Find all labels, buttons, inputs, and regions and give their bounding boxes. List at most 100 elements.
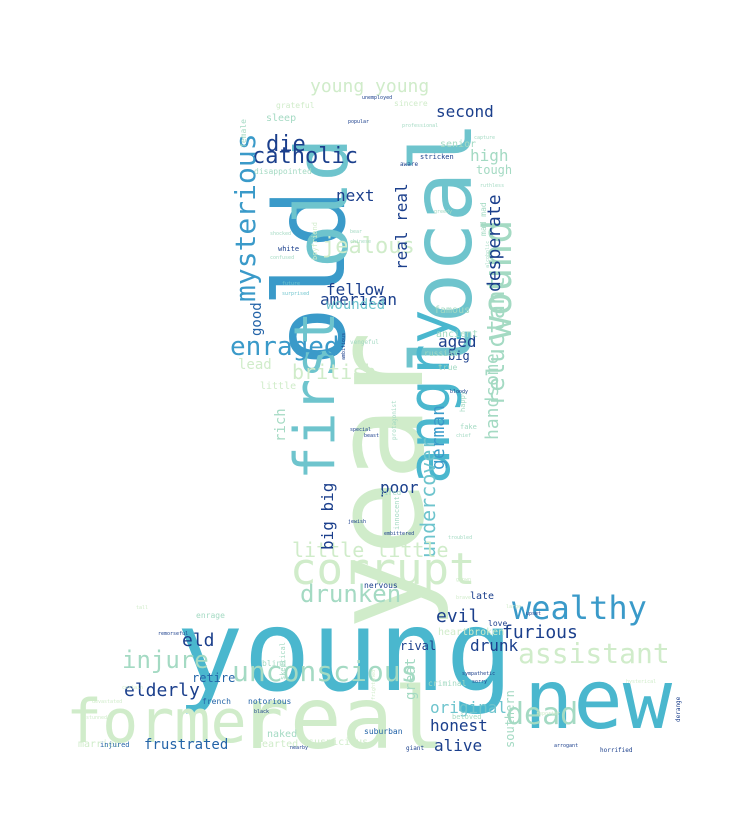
word-catholic-16: catholic xyxy=(252,144,358,169)
word-alive-45: alive xyxy=(434,736,483,755)
word-skeptical-97: skeptical xyxy=(279,642,287,680)
word-french-77: french xyxy=(202,697,231,706)
word-young-0: young xyxy=(176,587,514,717)
word-corrupt-10: corrupt xyxy=(290,544,476,595)
word-popular-100: popular xyxy=(348,119,370,125)
word-hearted-66: hearted xyxy=(256,739,299,750)
word-handsome-27: handsome xyxy=(482,353,503,440)
word-unemployed-99: unemployed xyxy=(362,95,393,101)
word-shocked-105: shocked xyxy=(270,231,292,237)
word-aged-38: aged xyxy=(438,332,477,351)
word-enraged-18: enraged xyxy=(230,332,340,362)
word-brave-135: brave xyxy=(456,595,472,601)
word-big-58: big xyxy=(448,349,470,363)
word-married-68: married xyxy=(78,739,121,750)
word-bloody-113: bloody xyxy=(450,389,469,395)
word-former-7: former xyxy=(66,687,283,757)
word-drunk-46: drunk xyxy=(470,636,519,655)
word-nervous-82: nervous xyxy=(364,581,398,590)
word-honest-44: honest xyxy=(430,716,488,735)
word-sleep-55: sleep xyxy=(266,113,297,124)
word-large-137: large xyxy=(506,604,522,610)
word-aware-95: aware xyxy=(400,161,419,168)
word-heartbroken-67: heartbroken xyxy=(438,627,505,638)
word-russian-83: russian xyxy=(424,349,458,358)
word-late-60: late xyxy=(470,591,495,602)
word-ruthless-103: ruthless xyxy=(480,183,505,189)
word-wounded-49: wounded xyxy=(326,297,386,313)
word-certain-130: certain xyxy=(122,685,144,691)
word-original-43: original xyxy=(430,698,508,717)
word-great-61: great xyxy=(403,657,419,700)
word-devastated-121: devastated xyxy=(92,699,123,705)
word-frustrated-47: frustrated xyxy=(144,737,229,753)
word-little-69: little xyxy=(260,381,297,392)
word-arrogant-125: arrogant xyxy=(554,743,579,749)
word-stricken-94: stricken xyxy=(420,153,454,161)
word-alcoholic-111: alcoholic xyxy=(485,240,491,268)
word-giant-98: giant xyxy=(406,745,425,752)
word-southern-56: southern xyxy=(503,690,517,748)
word-assistant-15: assistant xyxy=(518,637,670,670)
word-criminal-79: criminal xyxy=(428,679,467,688)
word-beast-115: beast xyxy=(364,433,380,439)
word-chinese-110: chinese xyxy=(350,239,372,245)
word-beloved-88: beloved xyxy=(452,713,482,721)
word-frightened-131: frightened xyxy=(371,669,377,700)
word-derange-127: derange xyxy=(675,696,682,722)
word-notorious-76: notorious xyxy=(248,697,292,706)
word-jewish-117: jewish xyxy=(348,519,367,525)
word-hysterical-133: hysterical xyxy=(626,679,657,685)
word-upset-128: upset xyxy=(526,611,542,617)
word-new-4: new xyxy=(524,653,673,748)
word-suburban-80: suburban xyxy=(364,727,403,736)
word-injure-20: injure xyxy=(122,646,209,674)
word-true-85: true xyxy=(438,363,458,372)
word-special-114: special xyxy=(350,427,372,433)
word-professional-101: professional xyxy=(402,123,439,129)
word-rival-62: rival xyxy=(400,639,437,653)
word-horrified-126: horrified xyxy=(600,747,633,754)
word-good-50: good xyxy=(249,302,265,336)
word-american-37: american xyxy=(320,290,398,309)
word-next-40: next xyxy=(336,186,375,205)
word-real-5: real xyxy=(238,669,446,769)
word-ancient-59: ancient xyxy=(436,329,479,340)
word-female-70: female xyxy=(239,119,248,148)
word-troubled-119: troubled xyxy=(448,535,473,541)
word-young-young-31: young young xyxy=(310,76,430,97)
word-stunned-122: stunned xyxy=(86,715,108,721)
word-tired-91: tired xyxy=(380,489,402,497)
word-embittered-118: embittered xyxy=(384,531,415,537)
word-sympathetic-123: sympathetic xyxy=(462,671,496,677)
word-grateful-74: grateful xyxy=(276,101,315,110)
word-surprised-108: surprised xyxy=(282,291,310,297)
word-chief-116: chief xyxy=(456,433,472,439)
word-retire-63: retire xyxy=(192,671,236,685)
word-drunken-19: drunken xyxy=(300,580,402,608)
word-mysterious-17: mysterious xyxy=(229,133,262,302)
word-jealous-22: jealous xyxy=(322,234,415,259)
word-tough-53: tough xyxy=(476,163,513,177)
word-little-little-30: little little xyxy=(292,538,449,562)
word-capture-102: capture xyxy=(474,135,496,141)
word-british-28: british xyxy=(292,360,377,384)
word-eld-34: eld xyxy=(182,630,215,651)
word-lead-51: lead xyxy=(238,357,272,373)
word-furious-29: furious xyxy=(502,622,578,643)
word-naked-64: naked xyxy=(267,729,298,740)
word-big-big-42: big big xyxy=(318,482,337,550)
word-boyfriend-96: boyfriend xyxy=(311,222,319,260)
word-reporter-132: reporter xyxy=(536,711,561,717)
word-protagonist-93: protagonist xyxy=(391,400,398,440)
word-nearby-134: nearby xyxy=(290,745,309,751)
word-poor-39: poor xyxy=(380,478,419,497)
word-unconscious-13: unconscious xyxy=(232,655,418,688)
word-grown-136: grown xyxy=(456,577,472,583)
word-bear-109: bear xyxy=(350,229,363,235)
word-suspicious-65: suspicious xyxy=(308,737,369,748)
word-evil-33: evil xyxy=(436,606,480,627)
word-wealthy-12: wealthy xyxy=(512,589,647,627)
word-future-107: future xyxy=(282,281,301,287)
